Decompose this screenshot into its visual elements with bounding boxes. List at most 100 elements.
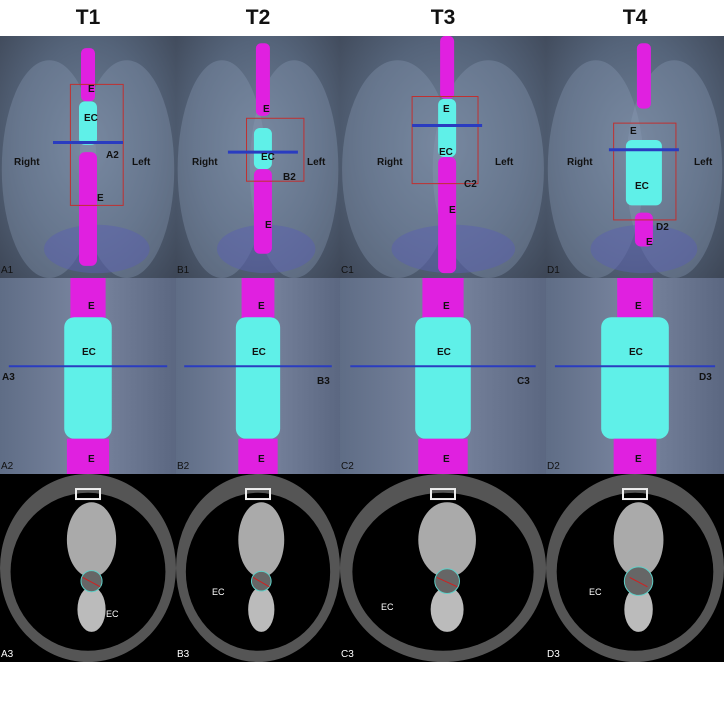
esophagus-upper	[440, 36, 455, 99]
label-left: Left	[132, 157, 151, 168]
panel-id: A3	[1, 649, 14, 660]
label-e-top: E	[443, 301, 450, 312]
tumor-diameter	[252, 576, 270, 588]
tumor-contour	[623, 566, 654, 596]
mediastinum	[66, 502, 117, 578]
cancer-segment	[438, 98, 457, 157]
label-ec: EC	[261, 152, 275, 163]
cancer-segment	[625, 140, 662, 206]
panel-image	[340, 474, 546, 662]
esophagus-upper	[636, 43, 651, 109]
cancer-segment	[415, 317, 471, 439]
panel-a1-3d-rendering: E EC A2 Right Left E A1	[0, 36, 176, 278]
roi-box	[246, 117, 305, 182]
label-e-top: E	[258, 301, 265, 312]
column-header-t3: T3	[430, 6, 456, 29]
label-ec: EC	[82, 347, 96, 358]
label-ec: EC	[437, 347, 451, 358]
vertebra	[624, 586, 653, 632]
esophagus-upper	[70, 278, 106, 322]
sternum	[430, 488, 456, 501]
vertebra	[430, 586, 464, 632]
panel-c1-3d-rendering: E EC C2 Right Left E C1	[340, 36, 546, 278]
esophagus-lower	[238, 438, 278, 474]
label-ec: EC	[589, 587, 602, 597]
label-ec: EC	[84, 113, 98, 124]
esophagus-lower	[253, 169, 272, 254]
right-lung	[177, 60, 267, 278]
panel-id: B2	[177, 461, 190, 472]
label-right: Right	[14, 157, 40, 168]
panel-image	[0, 474, 176, 662]
label-e-top: E	[88, 84, 95, 95]
label-section-marker: B3	[317, 376, 330, 387]
vertebra	[248, 586, 275, 632]
right-lung	[547, 60, 644, 278]
panel-image	[8, 278, 168, 474]
panel-b3-ct-slice: EC B3	[176, 474, 340, 662]
sternum	[622, 488, 648, 501]
panel-id: C3	[341, 649, 354, 660]
panel-d2-zoomed-rendering: E EC D3 E D2	[546, 278, 724, 474]
tumor-diameter	[436, 576, 458, 588]
panel-image	[176, 474, 340, 662]
label-section-marker: A2	[106, 150, 119, 161]
tumor-contour	[250, 570, 272, 592]
panel-image	[184, 278, 332, 474]
esophagus-upper	[617, 278, 653, 322]
right-lung	[342, 60, 454, 278]
panel-b1-3d-rendering: E EC B2 Right Left E B1	[176, 36, 340, 278]
panel-image	[546, 474, 724, 662]
label-e-bottom: E	[443, 454, 450, 465]
label-section-marker: B2	[283, 172, 296, 183]
panel-a2-zoomed-rendering: E EC A3 E A2	[0, 278, 176, 474]
label-right: Right	[192, 157, 218, 168]
mediastinum	[613, 502, 664, 578]
esophagus-lower	[66, 438, 110, 474]
label-section-marker: D2	[656, 222, 669, 233]
panel-id: A1	[1, 265, 14, 276]
tumor-diameter	[82, 576, 101, 588]
esophagus-upper	[81, 48, 95, 102]
sternum	[75, 488, 101, 501]
esophagus-lower	[438, 157, 457, 274]
esophagus-lower	[418, 438, 468, 474]
label-e-bottom: E	[97, 193, 104, 204]
panel-id: C2	[341, 461, 354, 472]
roi-box	[613, 122, 677, 221]
sternum	[245, 488, 271, 501]
label-e-top: E	[443, 104, 450, 115]
panel-id: D1	[547, 265, 560, 276]
label-e-bottom: E	[265, 220, 272, 231]
label-ec: EC	[106, 609, 119, 619]
left-lung	[79, 60, 175, 278]
mediastinum	[418, 502, 476, 578]
diaphragm	[590, 224, 698, 274]
column-header-t4: T4	[622, 6, 648, 29]
esophagus-lower	[634, 212, 653, 247]
label-section-marker: C3	[517, 376, 530, 387]
label-e-top: E	[635, 301, 642, 312]
roi-box	[69, 83, 124, 206]
roi-box	[411, 96, 479, 185]
panel-c3-ct-slice: EC C3	[340, 474, 546, 662]
panel-b2-zoomed-rendering: E EC B3 E B2	[176, 278, 340, 474]
panel-id: B3	[177, 649, 190, 660]
esophagus-upper	[422, 278, 464, 322]
panel-id: A2	[1, 461, 14, 472]
label-right: Right	[567, 157, 593, 168]
esophagus-upper	[241, 278, 275, 322]
label-e-bottom: E	[646, 237, 653, 248]
panel-image	[554, 278, 716, 474]
label-e-top: E	[263, 104, 270, 115]
label-right: Right	[377, 157, 403, 168]
left-lung	[432, 60, 544, 278]
label-left: Left	[495, 157, 514, 168]
vertebra	[77, 586, 106, 632]
panel-d1-3d-rendering: E EC D2 Right Left E D1	[546, 36, 724, 278]
label-section-marker: D3	[699, 372, 712, 383]
cancer-segment	[79, 101, 97, 145]
label-e-bottom: E	[88, 454, 95, 465]
label-e-top: E	[630, 126, 637, 137]
